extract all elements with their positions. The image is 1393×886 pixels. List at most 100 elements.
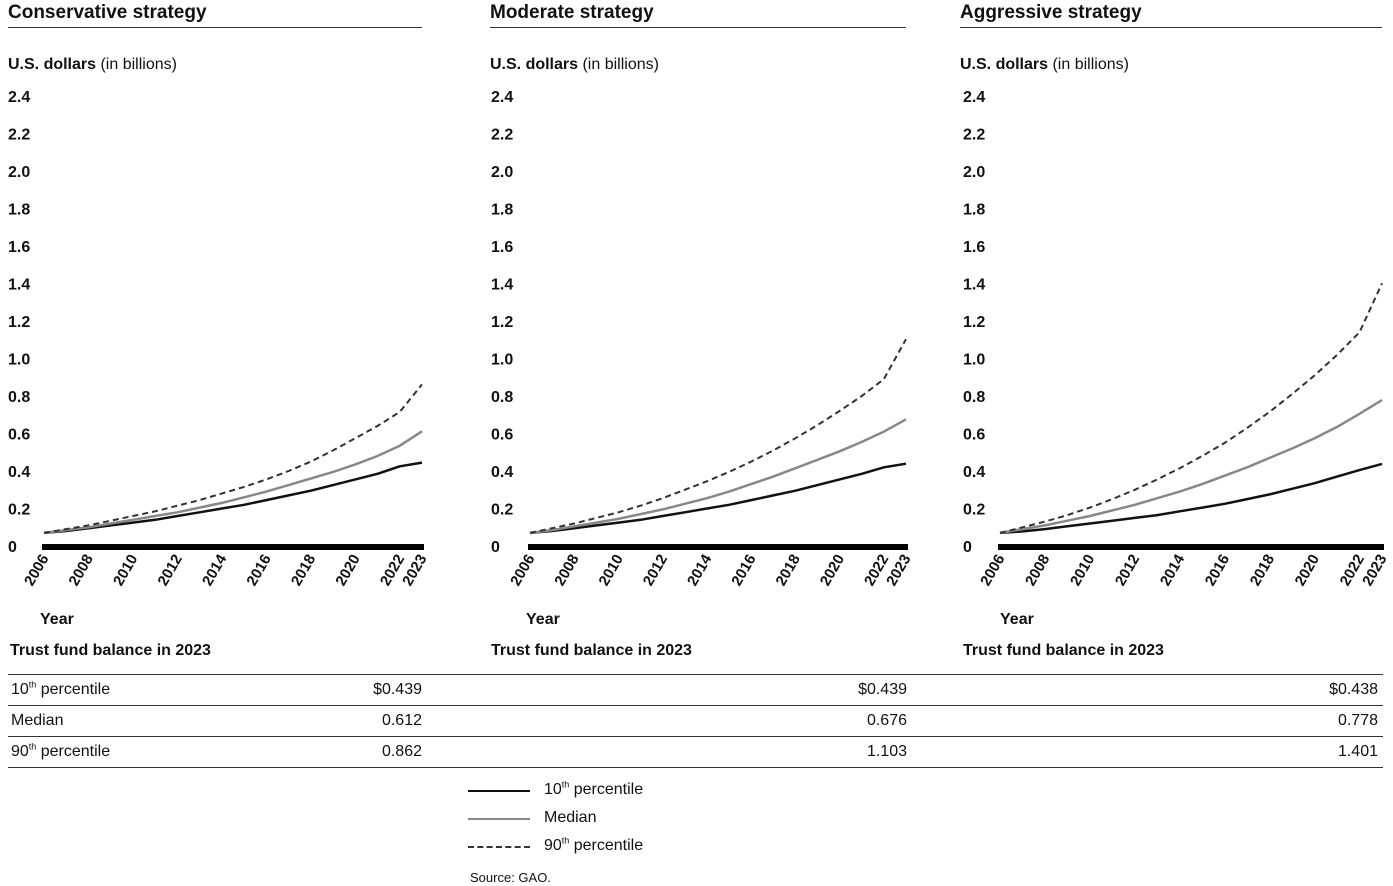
x-tick-label: 2010	[110, 552, 141, 589]
y-tick-label: 2.4	[8, 89, 30, 106]
y-tick-label: 1.8	[963, 202, 985, 219]
table-title: Trust fund balance in 2023	[963, 642, 1164, 659]
chart-title: Conservative strategy	[8, 2, 422, 28]
conservative-value: 0.612	[381, 712, 422, 729]
x-tick-label: 2006	[21, 552, 52, 589]
y-tick-label: 1.0	[491, 352, 513, 369]
x-axis-baseline	[42, 544, 424, 550]
y-axis-label-scale: (in billions)	[96, 56, 177, 73]
series-line-median	[43, 430, 423, 535]
y-tick-label: 2.2	[491, 127, 513, 144]
x-tick-label: 2014	[199, 551, 231, 589]
y-tick-label: 1.6	[963, 239, 985, 256]
table-title: Trust fund balance in 2023	[491, 642, 692, 659]
y-tick-label: 1.2	[491, 314, 513, 331]
y-tick-label: 1.8	[8, 202, 30, 219]
series-line-90th-percentile	[999, 282, 1383, 534]
y-tick-label: 1.2	[8, 314, 30, 331]
y-axis-label-scale: (in billions)	[578, 56, 659, 73]
x-tick-label: 2018	[772, 552, 803, 589]
x-tick-label: 2023	[399, 552, 430, 589]
y-tick-label: 1.8	[491, 202, 513, 219]
moderate-value: $0.439	[858, 681, 907, 698]
y-tick-label: 1.0	[8, 352, 30, 369]
table-title: Trust fund balance in 2023	[10, 642, 211, 659]
legend-swatch-dashed	[468, 846, 530, 848]
y-tick-label: 2.0	[8, 164, 30, 181]
y-tick-label: 1.6	[491, 239, 513, 256]
y-tick-label: 2.4	[491, 89, 513, 106]
y-axis-label-unit: U.S. dollars	[490, 56, 579, 73]
legend-label: 90th percentile	[544, 835, 644, 854]
y-tick-label: 2.0	[963, 164, 985, 181]
aggressive-value: 0.778	[1337, 712, 1378, 729]
x-tick-label: 2008	[66, 552, 97, 589]
series-line-median	[529, 418, 907, 535]
y-axis-label-unit: U.S. dollars	[8, 56, 97, 73]
x-tick-label: 2008	[1022, 552, 1053, 589]
y-tick-label: 1.2	[963, 314, 985, 331]
y-tick-label: 0.4	[491, 464, 513, 481]
row-label: 90th percentile	[11, 741, 111, 760]
x-axis-label: Year	[1000, 611, 1034, 628]
y-axis-label: U.S. dollars (in billions)	[8, 56, 177, 74]
y-tick-label: 0.4	[963, 464, 985, 481]
y-tick-label: 1.4	[491, 277, 513, 294]
x-tick-label: 2008	[551, 552, 582, 589]
y-tick-label: 2.2	[8, 127, 30, 144]
series-line-90th-percentile	[43, 383, 423, 534]
y-tick-label: 0	[491, 539, 500, 556]
y-tick-label: 0.6	[491, 427, 513, 444]
y-tick-label: 0	[8, 539, 17, 556]
series-line-90th-percentile	[529, 338, 907, 534]
y-tick-label: 2.2	[963, 127, 985, 144]
legend-label: Median	[544, 809, 597, 826]
x-tick-label: 2023	[883, 552, 914, 589]
x-tick-label: 2014	[684, 551, 716, 589]
y-tick-label: 0.8	[8, 389, 30, 406]
legend-swatch-solid-black	[468, 790, 530, 792]
chart-title: Moderate strategy	[490, 2, 906, 28]
y-tick-label: 0.8	[491, 389, 513, 406]
y-tick-label: 0.2	[491, 502, 513, 519]
y-axis-label-scale: (in billions)	[1048, 56, 1129, 73]
y-tick-label: 2.0	[491, 164, 513, 181]
row-label: 10th percentile	[11, 679, 111, 698]
series-line-10th-percentile	[43, 461, 423, 535]
aggressive-value: 1.401	[1337, 743, 1378, 760]
y-tick-label: 0.6	[963, 427, 985, 444]
x-tick-label: 2006	[507, 552, 538, 589]
source-note: Source: GAO.	[470, 870, 551, 885]
x-axis-label: Year	[40, 611, 74, 628]
table-row: 90th percentile 0.862 1.103 1.401	[8, 736, 1383, 768]
x-tick-label: 2014	[1157, 551, 1189, 589]
table-row: Median 0.612 0.676 0.778	[8, 705, 1383, 736]
y-axis-label: U.S. dollars (in billions)	[490, 56, 659, 74]
y-tick-label: 0.2	[963, 502, 985, 519]
x-tick-label: 2018	[288, 552, 319, 589]
y-tick-label: 0.6	[8, 427, 30, 444]
row-label: Median	[11, 712, 64, 729]
conservative-value: 0.862	[381, 743, 422, 760]
y-tick-label: 0.2	[8, 502, 30, 519]
chart-title: Aggressive strategy	[960, 2, 1382, 28]
y-axis-label-unit: U.S. dollars	[960, 56, 1049, 73]
x-tick-label: 2020	[1292, 552, 1323, 589]
moderate-value: 1.103	[866, 743, 907, 760]
conservative-value: $0.439	[373, 681, 422, 698]
x-tick-label: 2012	[154, 552, 185, 589]
x-tick-label: 2023	[1359, 552, 1390, 589]
y-tick-label: 0.4	[8, 464, 30, 481]
x-tick-label: 2010	[596, 552, 627, 589]
table-row: 10th percentile $0.439 $0.439 $0.438	[8, 674, 1383, 705]
x-tick-label: 2018	[1247, 552, 1278, 589]
y-tick-label: 0	[963, 539, 972, 556]
y-axis-label: U.S. dollars (in billions)	[960, 56, 1129, 74]
x-tick-label: 2010	[1067, 552, 1098, 589]
aggressive-value: $0.438	[1329, 681, 1378, 698]
x-tick-label: 2020	[817, 552, 848, 589]
x-axis-baseline	[528, 544, 908, 550]
y-tick-label: 1.0	[963, 352, 985, 369]
x-tick-label: 2006	[977, 552, 1008, 589]
